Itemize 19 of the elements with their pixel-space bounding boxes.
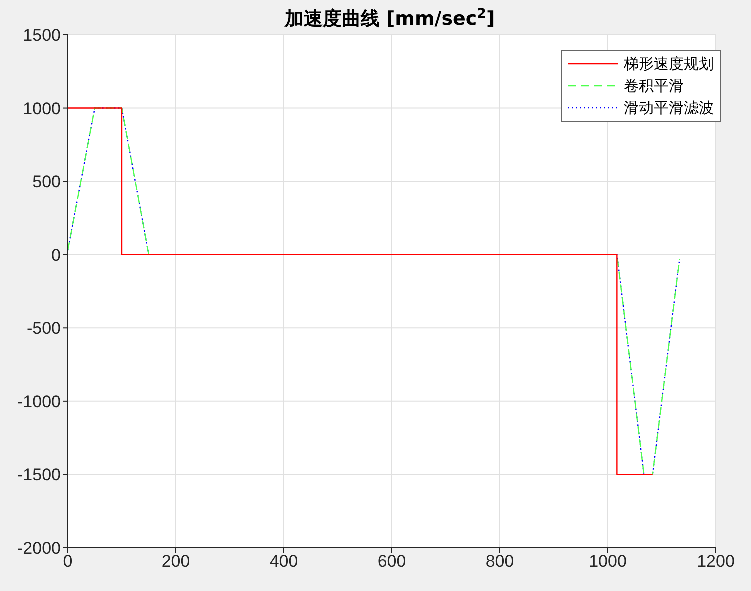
y-tick-label: -1500: [18, 466, 61, 485]
x-tick-label: 0: [63, 552, 73, 572]
y-tick-label: -2000: [18, 539, 61, 558]
y-tick-label: 1500: [23, 26, 61, 46]
y-tick-label: 0: [52, 246, 61, 265]
legend-label: 滑动平滑滤波: [624, 98, 714, 119]
chart-title: 加速度曲线 [mm/sec$^{2}$]: [284, 6, 496, 30]
x-tick-label: 600: [378, 552, 406, 572]
y-tick-label: 1000: [23, 99, 61, 118]
y-tick-label: 500: [32, 172, 61, 192]
legend-label: 卷积平滑: [624, 76, 684, 97]
y-tick-label: -500: [26, 319, 61, 338]
x-tick-label: 200: [162, 552, 190, 572]
y-tick-label: -1000: [18, 392, 61, 412]
legend-label: 梯形速度规划: [624, 54, 714, 75]
x-tick-label: 800: [486, 552, 514, 572]
x-tick-label: 1200: [697, 552, 735, 572]
x-tick-label: 1000: [589, 552, 627, 572]
x-tick-label: 400: [270, 552, 298, 572]
